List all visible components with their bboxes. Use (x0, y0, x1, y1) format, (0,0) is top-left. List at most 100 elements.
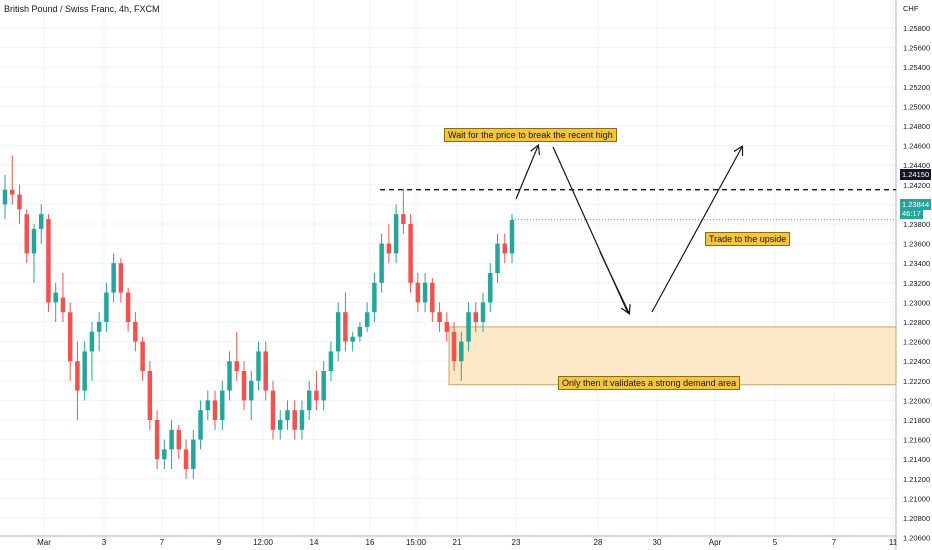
annotation-break-high[interactable]: Wait for the price to break the recent h… (444, 128, 617, 142)
y-tick-label: 1.22200 (903, 377, 930, 386)
candle-body (183, 449, 189, 469)
y-tick-label: 1.20800 (903, 514, 930, 523)
y-tick-label: 1.25200 (903, 83, 930, 92)
candle-body (343, 312, 348, 342)
x-tick-label: 11 (889, 538, 898, 547)
candle-body (408, 224, 413, 283)
candle-body (53, 292, 58, 303)
candle-body (60, 297, 66, 313)
candle-body (415, 282, 421, 303)
y-tick-label: 1.20600 (903, 534, 930, 543)
currency-label: CHF (903, 4, 919, 13)
candle-body (285, 410, 290, 420)
candle-body (96, 322, 102, 332)
candle-body (17, 194, 22, 210)
x-tick-label: 15:00 (406, 538, 427, 547)
candle-body (459, 341, 464, 362)
candle-body (444, 322, 450, 332)
y-tick-label: 1.25800 (903, 24, 930, 33)
candle-body (372, 282, 377, 313)
candle-body (379, 243, 384, 283)
chart-title: British Pound / Swiss Franc, 4h, FXCM (4, 4, 160, 14)
x-tick-label: 7 (160, 538, 165, 547)
y-tick-label: 1.22000 (903, 396, 930, 405)
candle-body (466, 312, 471, 342)
candle-body (227, 361, 232, 391)
candle-body (2, 189, 8, 205)
candle-body (314, 390, 319, 401)
candle-body (234, 361, 240, 371)
candle-body (306, 390, 312, 411)
candle-body (451, 331, 457, 362)
candle-body (9, 189, 15, 195)
candle-body (125, 292, 131, 322)
candle-body (104, 292, 109, 322)
candle-body (393, 214, 399, 254)
candle-body (270, 390, 276, 430)
x-tick-label: 30 (653, 538, 662, 547)
candle-body (89, 331, 95, 352)
x-tick-label: 14 (310, 538, 319, 547)
arrow-up-to-high (515, 146, 538, 200)
candle-body (75, 361, 80, 391)
arrow-down-to-zone (599, 251, 629, 313)
candle-body (191, 439, 196, 469)
candle-body (140, 341, 145, 371)
candle-body (350, 336, 355, 342)
candle-body (154, 420, 160, 460)
candle-body (422, 282, 428, 303)
x-tick-label: 16 (366, 538, 375, 547)
candle-body (162, 449, 167, 460)
candle-body (473, 312, 479, 322)
candle-body (509, 220, 515, 254)
candle-body (198, 410, 203, 440)
candle-body (292, 410, 297, 430)
x-tick-label: 23 (512, 538, 521, 547)
candle-body (147, 371, 153, 420)
candle-body (502, 243, 508, 254)
x-tick-label: 7 (832, 538, 837, 547)
candle-body (335, 312, 341, 352)
y-tick-label: 1.21600 (903, 436, 930, 445)
candle-body (364, 312, 370, 327)
x-tick-label: Apr (709, 538, 722, 547)
y-tick-label: 1.21000 (903, 494, 930, 503)
candle-body (430, 282, 435, 313)
candle-body (249, 380, 254, 401)
candle-body (401, 214, 406, 224)
annotation-demand-area[interactable]: Only then it validates a strong demand a… (558, 376, 741, 390)
candle-body (38, 214, 44, 229)
candle-body (299, 410, 305, 430)
y-tick-label: 1.25000 (903, 102, 930, 111)
y-tick-label: 1.21400 (903, 455, 930, 464)
candle-body (118, 263, 124, 293)
countdown-badge: 46:17 (900, 208, 923, 219)
candle-body (176, 429, 182, 450)
candle-body (321, 371, 326, 401)
annotation-trade-upside[interactable]: Trade to the upside (705, 232, 791, 246)
y-tick-label: 1.24200 (903, 181, 930, 190)
candle-body (386, 243, 392, 254)
candle-body (480, 302, 486, 322)
candle-body (277, 420, 283, 430)
candle-body (495, 243, 500, 273)
y-tick-label: 1.23800 (903, 220, 930, 229)
candle-body (205, 400, 211, 411)
candle-body (46, 219, 51, 303)
candle-body (437, 312, 442, 322)
candle-body (263, 351, 268, 391)
x-tick-label: Mar (37, 538, 51, 547)
candle-body (31, 228, 37, 254)
candle-body (488, 273, 493, 303)
candle-body (220, 390, 225, 420)
x-tick-label: 12:00 (253, 538, 274, 547)
y-tick-label: 1.21200 (903, 475, 930, 484)
y-tick-label: 1.22400 (903, 357, 930, 366)
y-tick-label: 1.21800 (903, 416, 930, 425)
y-tick-label: 1.23000 (903, 298, 930, 307)
candle-body (328, 351, 334, 371)
y-tick-label: 1.23200 (903, 279, 930, 288)
y-tick-label: 1.23600 (903, 240, 930, 249)
candle-body (241, 371, 247, 401)
